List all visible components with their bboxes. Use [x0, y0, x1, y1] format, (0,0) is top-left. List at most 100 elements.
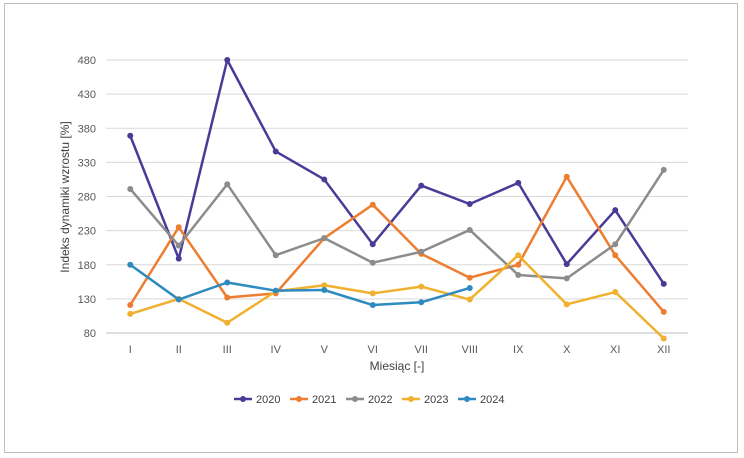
data-point: [175, 255, 182, 262]
legend-item-2023: 2023: [402, 394, 448, 406]
legend-label: 2022: [368, 394, 392, 406]
data-point: [612, 241, 619, 248]
data-point: [224, 294, 231, 301]
data-point: [369, 201, 376, 208]
data-point: [127, 185, 134, 192]
data-point: [369, 259, 376, 266]
data-point: [563, 261, 570, 268]
series-line-2022: [129, 169, 665, 280]
x-tick-label: II: [176, 344, 182, 356]
legend-item-2020: 2020: [234, 394, 280, 406]
data-point: [612, 252, 619, 259]
legend: 2020 2021 2022 2023 2024: [234, 394, 504, 406]
series-2022: [127, 166, 667, 282]
x-tick-label: IX: [513, 344, 524, 356]
x-tick-label: VIII: [461, 344, 478, 356]
y-tick-label: 130: [78, 294, 96, 306]
x-tick-label: IV: [271, 344, 282, 356]
data-point: [466, 274, 473, 281]
series-2024: [127, 261, 473, 309]
y-tick-label: 480: [78, 55, 96, 67]
y-tick-label: 280: [78, 192, 96, 204]
legend-swatch-marker: [296, 396, 302, 402]
data-point: [272, 252, 279, 259]
legend-item-2021: 2021: [290, 394, 336, 406]
x-tick-label: XI: [610, 344, 620, 356]
data-point: [369, 290, 376, 297]
data-point: [466, 201, 473, 208]
data-point: [563, 173, 570, 180]
data-point: [612, 207, 619, 214]
data-point: [660, 280, 667, 287]
data-point: [515, 261, 522, 268]
y-tick-label: 180: [78, 260, 96, 272]
data-point: [321, 282, 328, 289]
data-point: [127, 261, 134, 268]
x-axis-ticks: I II III IV V VI VII VIII IX X XI XII: [129, 344, 671, 356]
data-point: [272, 287, 279, 294]
y-tick-label: 230: [78, 226, 96, 238]
data-point: [127, 310, 134, 317]
data-point: [272, 148, 279, 155]
data-point: [369, 241, 376, 248]
series-line-2023: [129, 253, 665, 340]
data-point: [515, 271, 522, 278]
data-point: [369, 302, 376, 309]
x-tick-label: V: [321, 344, 329, 356]
legend-item-2024: 2024: [458, 394, 504, 406]
data-point: [175, 242, 182, 249]
chart-frame: [4, 3, 738, 453]
data-point: [418, 283, 425, 290]
legend-label: 2021: [312, 394, 336, 406]
data-point: [127, 132, 134, 139]
data-point: [612, 289, 619, 296]
y-tick-label: 330: [78, 157, 96, 169]
legend-label: 2023: [424, 394, 448, 406]
legend-swatch-marker: [464, 396, 470, 402]
data-point: [563, 301, 570, 308]
data-point: [224, 319, 231, 326]
data-point: [660, 335, 667, 342]
x-tick-label: I: [129, 344, 132, 356]
series-layer: [127, 57, 667, 342]
legend-swatch-marker: [240, 396, 246, 402]
data-point: [321, 287, 328, 294]
legend-label: 2024: [480, 394, 504, 406]
series-line-2024: [129, 263, 471, 307]
data-point: [660, 308, 667, 315]
x-tick-label: VII: [415, 344, 428, 356]
data-point: [321, 176, 328, 183]
series-2020: [127, 57, 667, 287]
legend-item-2022: 2022: [346, 394, 392, 406]
gridlines: [106, 59, 688, 334]
y-tick-label: 430: [78, 89, 96, 101]
x-tick-label: X: [563, 344, 571, 356]
series-line-2020: [129, 58, 665, 285]
data-point: [466, 296, 473, 303]
x-tick-label: XII: [657, 344, 670, 356]
y-axis-title: Indeks dynamiki wzrostu [%]: [58, 121, 72, 272]
data-point: [418, 299, 425, 306]
y-tick-label: 380: [78, 123, 96, 135]
data-point: [224, 57, 231, 63]
x-tick-label: VI: [368, 344, 378, 356]
data-point: [466, 284, 473, 291]
data-point: [418, 248, 425, 255]
legend-swatch-marker: [408, 396, 414, 402]
legend-swatch-marker: [352, 396, 358, 402]
data-point: [660, 166, 667, 173]
data-point: [515, 252, 522, 259]
data-point: [515, 179, 522, 186]
x-tick-label: III: [223, 344, 232, 356]
x-axis-title: Miesiąc [-]: [370, 359, 425, 373]
data-point: [175, 224, 182, 231]
data-point: [224, 279, 231, 286]
y-axis-ticks: 80 130 180 230 280 330 380 430 480: [78, 55, 96, 340]
data-point: [321, 235, 328, 242]
data-point: [175, 296, 182, 303]
data-point: [127, 302, 134, 309]
data-point: [466, 226, 473, 233]
y-tick-label: 80: [84, 328, 96, 340]
data-point: [563, 275, 570, 282]
